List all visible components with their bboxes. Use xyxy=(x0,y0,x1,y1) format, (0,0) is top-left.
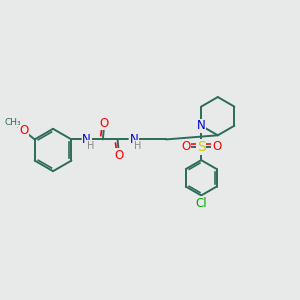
Text: N: N xyxy=(197,119,206,132)
Text: O: O xyxy=(181,140,190,153)
Text: N: N xyxy=(82,133,91,146)
Text: O: O xyxy=(100,117,109,130)
Text: H: H xyxy=(134,141,141,151)
Text: O: O xyxy=(19,124,28,137)
Text: O: O xyxy=(114,149,124,162)
Text: N: N xyxy=(129,133,138,146)
Text: CH₃: CH₃ xyxy=(4,118,21,127)
Text: H: H xyxy=(86,141,94,151)
Text: O: O xyxy=(212,140,221,153)
Text: Cl: Cl xyxy=(195,197,207,210)
Text: S: S xyxy=(197,140,206,154)
